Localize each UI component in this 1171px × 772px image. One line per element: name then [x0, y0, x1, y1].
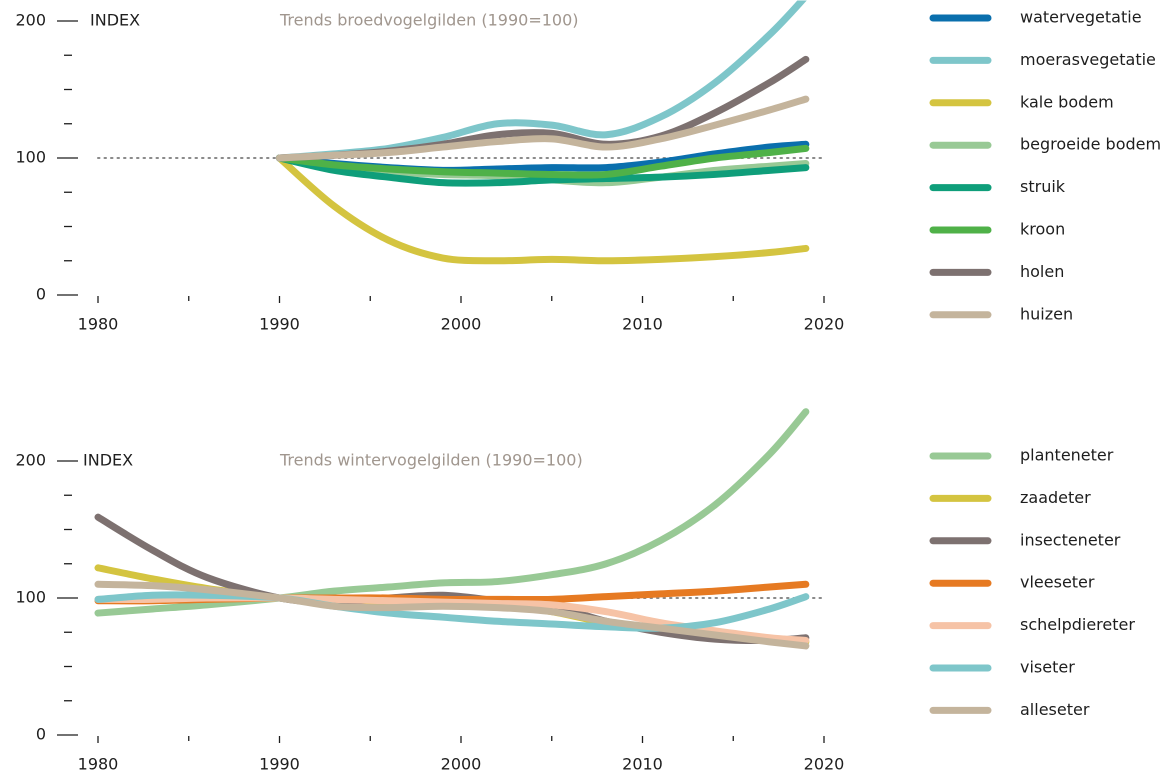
- legend-label: alleseter: [1020, 700, 1090, 719]
- legend-label: holen: [1020, 262, 1064, 281]
- x-tick-label: 2000: [441, 755, 482, 772]
- x-tick-label: 2020: [804, 755, 845, 772]
- legend-label: viseter: [1020, 658, 1075, 677]
- series-line: [276, 154, 810, 265]
- legend-label: watervegetatie: [1020, 8, 1142, 27]
- y-axis-label: INDEX: [83, 451, 133, 470]
- x-tick-label: 2010: [622, 315, 663, 334]
- x-tick-label: 2020: [804, 315, 845, 334]
- chart-title: Trends broedvogelgilden (1990=100): [279, 11, 579, 30]
- series-line: [94, 408, 810, 617]
- y-tick-label: 100: [15, 148, 46, 167]
- series-line: [276, 154, 810, 187]
- x-tick-label: 2000: [441, 315, 482, 334]
- legend-label: schelpdiereter: [1020, 615, 1135, 634]
- x-tick-label: 1980: [78, 315, 119, 334]
- legend-label: begroeide bodem: [1020, 135, 1161, 154]
- x-tick-label: 1990: [259, 315, 300, 334]
- series-line: [94, 580, 810, 650]
- legend-label: insecteneter: [1020, 530, 1121, 549]
- legend-label: planteneter: [1020, 446, 1114, 465]
- legend-label: kale bodem: [1020, 92, 1114, 111]
- x-tick-label: 1980: [78, 755, 119, 772]
- legend-label: struik: [1020, 177, 1066, 196]
- y-tick-label: 0: [36, 725, 46, 744]
- x-tick-label: 1990: [259, 755, 300, 772]
- y-tick-label: 200: [15, 451, 46, 470]
- series-line: [94, 591, 810, 632]
- series-line: [276, 95, 810, 162]
- legend-label: moerasvegetatie: [1020, 50, 1156, 69]
- y-axis-label: INDEX: [90, 11, 140, 30]
- legend-label: vleeseter: [1020, 573, 1095, 592]
- legend-label: huizen: [1020, 304, 1073, 323]
- legend-label: kroon: [1020, 220, 1065, 239]
- series-line: [276, 144, 810, 179]
- x-tick-label: 2010: [622, 755, 663, 772]
- y-tick-label: 0: [36, 285, 46, 304]
- legend-label: zaadeter: [1020, 488, 1091, 507]
- y-tick-label: 100: [15, 588, 46, 607]
- y-tick-label: 200: [15, 11, 46, 30]
- chart-title: Trends wintervogelgilden (1990=100): [279, 451, 583, 470]
